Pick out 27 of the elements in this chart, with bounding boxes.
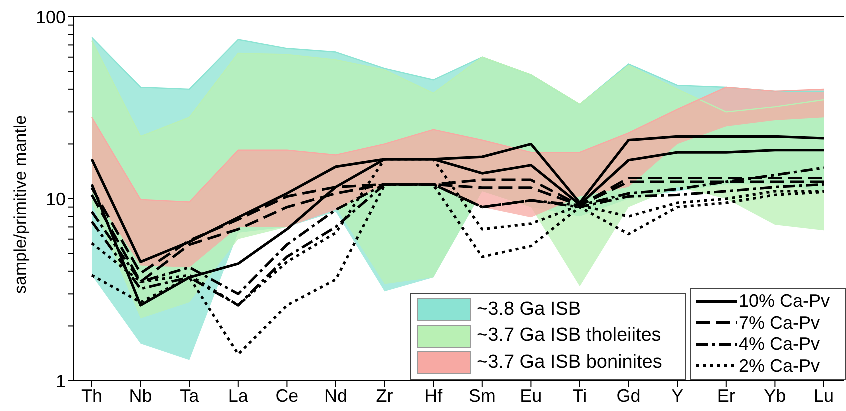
x-tick-label: Hf — [424, 386, 444, 406]
x-tick-label: Sm — [468, 386, 496, 406]
x-tick-label: Th — [81, 386, 103, 406]
x-tick-label: Ti — [572, 386, 588, 406]
x-tick-label: Ta — [180, 386, 200, 406]
x-tick-label: Eu — [520, 386, 542, 406]
y-tick-label: 1 — [56, 371, 66, 392]
y-tick-label: 10 — [46, 189, 66, 210]
x-tick-label: Gd — [616, 386, 641, 406]
legend-label: ~3.7 Ga ISB tholeiites — [477, 325, 662, 348]
x-tick-label: Ce — [276, 386, 299, 406]
legend-label: 7% Ca-Pv — [739, 312, 820, 334]
x-tick-label: Nd — [324, 386, 348, 406]
legend-label: 4% Ca-Pv — [739, 334, 820, 356]
x-tick-label: Yb — [764, 386, 786, 406]
x-tick-label: Y — [672, 386, 684, 406]
x-tick-label: Nb — [129, 386, 152, 406]
y-axis-title: sample/primitive mantle — [11, 115, 30, 294]
legend-label: 10% Ca-Pv — [739, 291, 830, 312]
legend-label: ~3.7 Ga ISB boninites — [477, 352, 662, 374]
legend-label: 2% Ca-Pv — [739, 356, 820, 377]
legend-label: ~3.8 Ga ISB — [477, 298, 582, 321]
x-tick-label: Er — [717, 386, 736, 406]
x-tick-label: Lu — [814, 386, 834, 406]
x-tick-label: Zr — [376, 386, 394, 406]
y-tick-label: 100 — [36, 7, 66, 28]
x-tick-label: La — [228, 386, 250, 406]
